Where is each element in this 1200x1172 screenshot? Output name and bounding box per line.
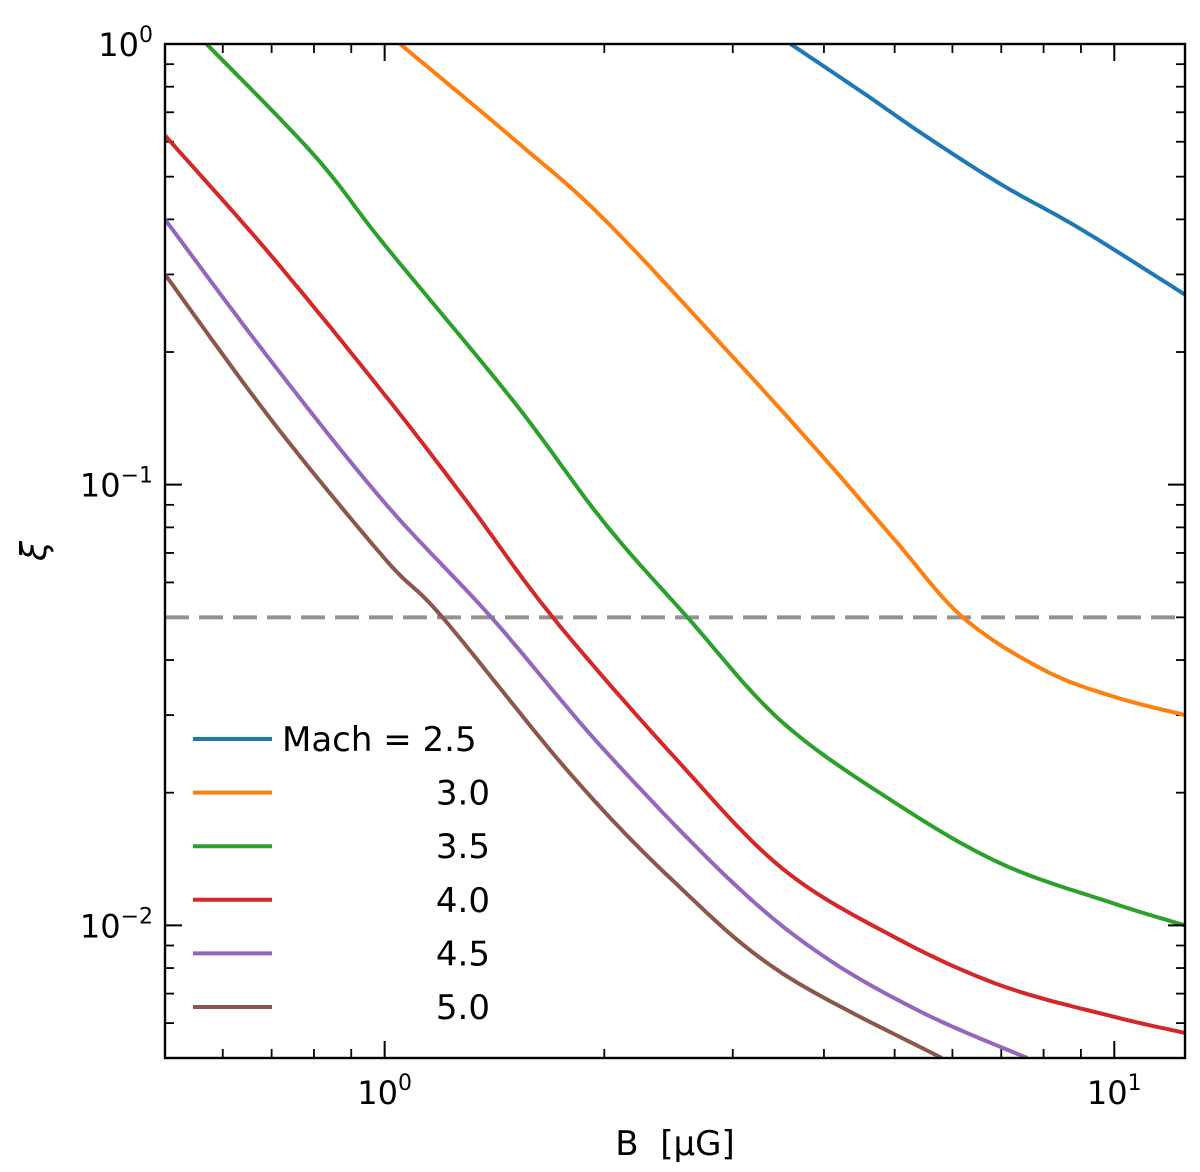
series-line-mach-4.0 xyxy=(165,134,1185,1035)
plot-frame xyxy=(163,42,1187,1060)
legend-label-mach-3.5: 3.5 xyxy=(436,827,490,867)
y-axis-label: ξ xyxy=(14,540,55,562)
series-line-mach-2.5 xyxy=(789,44,1185,297)
legend-label-mach-4.5: 4.5 xyxy=(436,934,490,974)
legend-label-mach-3.0: 3.0 xyxy=(436,774,490,814)
x-tick-label: 101 xyxy=(1087,1071,1142,1112)
legend-label-mach-4.0: 4.0 xyxy=(436,881,490,921)
y-tick-label: 100 xyxy=(98,23,153,64)
legend: Mach = 2.5 3.0 3.5 4.0 4.5 5.0 xyxy=(193,720,490,1028)
x-tick-label: 100 xyxy=(357,1071,412,1112)
x-axis-label: B [μG] xyxy=(615,1124,734,1164)
tick-labels: 100 101 100 10−1 10−2 xyxy=(80,23,1142,1112)
y-tick-label: 10−1 xyxy=(80,464,153,505)
series-group xyxy=(165,44,1185,1058)
series-line-mach-5.0 xyxy=(165,273,943,1058)
legend-label-mach-2.5: Mach = 2.5 xyxy=(282,720,477,760)
legend-label-mach-5.0: 5.0 xyxy=(436,988,490,1028)
series-line-mach-3.0 xyxy=(398,44,1185,718)
series-line-mach-4.5 xyxy=(165,218,1029,1058)
y-tick-label: 10−2 xyxy=(80,904,153,945)
series-line-mach-3.5 xyxy=(205,44,1185,928)
major-ticks xyxy=(165,43,1185,1058)
minor-ticks xyxy=(164,44,1185,1059)
